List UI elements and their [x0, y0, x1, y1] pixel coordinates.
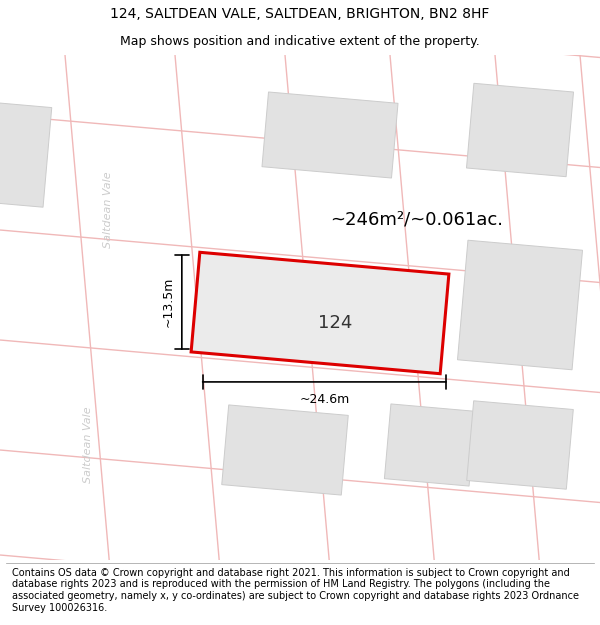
- Text: ~246m²/~0.061ac.: ~246m²/~0.061ac.: [330, 211, 503, 229]
- Text: ~13.5m: ~13.5m: [161, 277, 175, 328]
- Text: ~24.6m: ~24.6m: [299, 393, 349, 406]
- Polygon shape: [385, 404, 476, 486]
- Polygon shape: [262, 92, 398, 178]
- Text: 124, SALTDEAN VALE, SALTDEAN, BRIGHTON, BN2 8HF: 124, SALTDEAN VALE, SALTDEAN, BRIGHTON, …: [110, 7, 490, 21]
- Polygon shape: [191, 253, 449, 374]
- Text: Contains OS data © Crown copyright and database right 2021. This information is : Contains OS data © Crown copyright and d…: [12, 568, 579, 612]
- Text: Saltdean Vale: Saltdean Vale: [103, 172, 113, 248]
- Polygon shape: [457, 240, 583, 370]
- Polygon shape: [222, 405, 348, 495]
- Text: Map shows position and indicative extent of the property.: Map shows position and indicative extent…: [120, 35, 480, 48]
- Polygon shape: [466, 83, 574, 177]
- Text: Saltdean Vale: Saltdean Vale: [83, 407, 93, 483]
- Polygon shape: [467, 401, 573, 489]
- Text: 124: 124: [318, 314, 352, 332]
- Polygon shape: [0, 102, 52, 208]
